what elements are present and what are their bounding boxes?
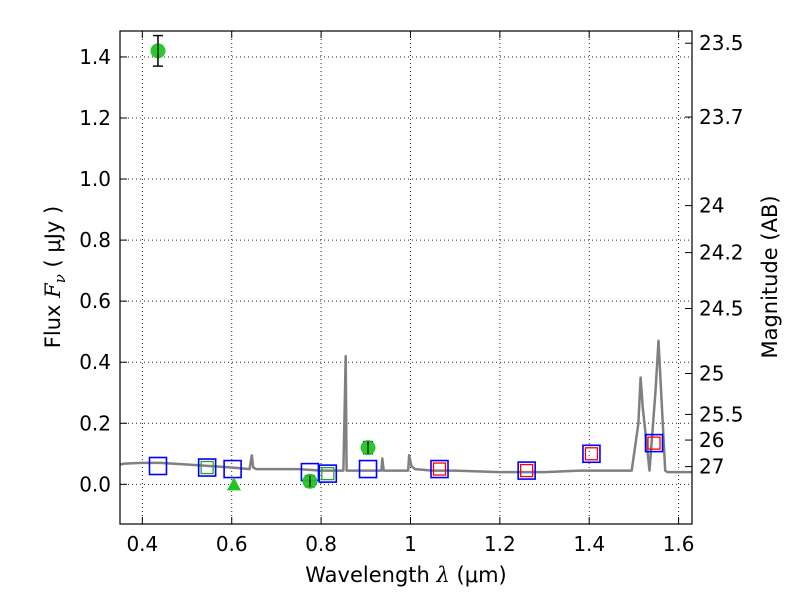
model-photometry-square: [644, 433, 664, 453]
observed-photometry-square: [584, 447, 599, 461]
y-tick-label: 0.2: [79, 411, 111, 435]
x-tick-label: 1.4: [573, 532, 605, 556]
magnitude-tick-label: 27: [699, 455, 724, 479]
magnitude-tick-label: 25: [699, 362, 724, 386]
x-tick-label: 0.6: [216, 532, 248, 556]
y-tick-label: 0.8: [79, 228, 111, 252]
upper-limit-triangle: [226, 477, 241, 491]
y-axis-title: Flux Fν ( μJy ): [41, 206, 69, 348]
magnitude-tick-label: 23.7: [699, 105, 744, 129]
x-tick-label: 1.2: [484, 532, 516, 556]
grid-lines: [120, 31, 692, 524]
marker-layer: [148, 34, 664, 491]
y-tick-label: 0.0: [79, 472, 111, 496]
y-tick-label: 0.6: [79, 289, 111, 313]
y-tick-label: 0.4: [79, 350, 111, 374]
model-photometry-square: [358, 459, 378, 479]
y-tick-label: 1.0: [79, 167, 111, 191]
magnitude-tick-label: 26: [699, 428, 724, 452]
observed-photometry-square: [321, 466, 335, 481]
plot-frame: [119, 30, 693, 525]
observed-photometry-square: [647, 436, 661, 450]
x-axis-title: Wavelength λ (μm): [305, 563, 506, 587]
model-photometry-square: [223, 459, 242, 479]
model-photometry-square: [430, 459, 449, 479]
y-axis-ticks: 0.0 0.2 0.4 0.6 0.8 1.0 1.2 1.4: [79, 45, 127, 496]
x-tick-label: 0.4: [126, 532, 158, 556]
x-axis-ticks: 0.4 0.6 0.8 1 1.2 1.4 1.6: [126, 31, 695, 556]
magnitude-axis-ticks: 23.5 23.7 24 24.2 24.5 25 25.526 27: [685, 31, 744, 479]
magnitude-tick-label: 24.5: [699, 296, 744, 320]
model-photometry-square: [582, 444, 601, 464]
observed-photometry-square: [520, 463, 534, 478]
y-tick-label: 1.2: [79, 106, 111, 130]
magnitude-axis-title: Magnitude (AB): [758, 195, 782, 358]
observed-photometry-square: [200, 460, 214, 475]
x-tick-label: 1: [404, 532, 417, 556]
magnitude-tick-label: 24: [699, 194, 724, 218]
model-photometry-square: [197, 458, 217, 477]
sed-template-line: [119, 339, 692, 474]
model-photometry-square: [517, 461, 536, 480]
observed-photometry-square: [432, 462, 447, 476]
model-photometry-square: [318, 464, 338, 483]
x-tick-label: 1.6: [663, 532, 695, 556]
magnitude-tick-label: 24.2: [699, 241, 744, 265]
x-tick-label: 0.8: [305, 532, 337, 556]
magnitude-tick-label: 25.5: [699, 402, 744, 426]
model-photometry-square: [148, 456, 168, 476]
magnitude-tick-label: 23.5: [699, 31, 744, 55]
sed-line-layer: [119, 339, 692, 474]
y-tick-label: 1.4: [79, 45, 111, 69]
